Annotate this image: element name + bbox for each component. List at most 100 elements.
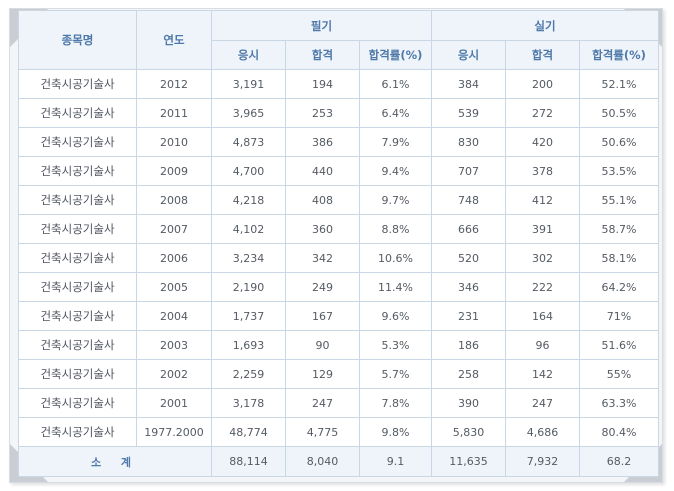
cell-subject: 건축시공기술사 [18, 388, 137, 418]
cell-practical-passed: 200 [505, 69, 580, 99]
total-label: 소 계 [18, 446, 212, 477]
cell-written-passed: 247 [285, 388, 360, 418]
cell-year: 2012 [136, 69, 212, 99]
cell-practical-passed: 164 [505, 301, 580, 331]
header-practical: 실기 [431, 10, 659, 41]
cell-written-applicants: 2,190 [211, 272, 286, 302]
cell-written-applicants: 48,774 [211, 417, 286, 447]
cell-subject: 건축시공기술사 [18, 127, 137, 157]
cell-practical-pass-rate: 58.7% [579, 214, 659, 244]
cell-practical-pass-rate: 55% [579, 359, 659, 389]
cell-practical-pass-rate: 80.4% [579, 417, 659, 447]
table-row: 건축시공기술사 2002 2,259 129 5.7% 258 142 55% [18, 359, 659, 389]
total-practical-pass-rate: 68.2 [579, 446, 659, 477]
cell-written-passed: 386 [285, 127, 360, 157]
cell-practical-pass-rate: 63.3% [579, 388, 659, 418]
total-row: 소 계 88,114 8,040 9.1 11,635 7,932 68.2 [18, 446, 659, 477]
cell-written-passed: 4,775 [285, 417, 360, 447]
table-row: 건축시공기술사 2008 4,218 408 9.7% 748 412 55.1% [18, 185, 659, 215]
cell-year: 2009 [136, 156, 212, 186]
cell-year: 2008 [136, 185, 212, 215]
total-written-applicants: 88,114 [211, 446, 286, 477]
cell-subject: 건축시공기술사 [18, 272, 137, 302]
cell-written-passed: 253 [285, 98, 360, 128]
cell-written-applicants: 4,102 [211, 214, 286, 244]
cell-written-applicants: 4,700 [211, 156, 286, 186]
cell-year: 2004 [136, 301, 212, 331]
header-written-pass-rate: 합격률(%) [359, 40, 432, 70]
table-row: 건축시공기술사 2011 3,965 253 6.4% 539 272 50.5% [18, 98, 659, 128]
cell-practical-pass-rate: 50.5% [579, 98, 659, 128]
cell-subject: 건축시공기술사 [18, 359, 137, 389]
cell-written-pass-rate: 5.7% [359, 359, 432, 389]
header-row-sub: 응시 합격 합격률(%) 응시 합격 합격률(%) [19, 40, 659, 70]
cell-subject: 건축시공기술사 [18, 243, 137, 273]
cell-practical-passed: 420 [505, 127, 580, 157]
exam-statistics-table: 종목명 연도 필기 실기 응시 합격 합격률(%) 응시 합격 합격률(%) 건… [18, 10, 659, 477]
header-written-applicants: 응시 [211, 40, 286, 70]
cell-written-pass-rate: 7.8% [359, 388, 432, 418]
cell-practical-passed: 96 [505, 330, 580, 360]
cell-written-pass-rate: 9.8% [359, 417, 432, 447]
cell-practical-passed: 378 [505, 156, 580, 186]
table-row: 건축시공기술사 2007 4,102 360 8.8% 666 391 58.7% [18, 214, 659, 244]
table-row: 건축시공기술사 2003 1,693 90 5.3% 186 96 51.6% [18, 330, 659, 360]
cell-written-applicants: 3,178 [211, 388, 286, 418]
cell-practical-applicants: 186 [431, 330, 506, 360]
cell-written-pass-rate: 6.4% [359, 98, 432, 128]
table-row: 건축시공기술사 2006 3,234 342 10.6% 520 302 58.1% [18, 243, 659, 273]
cell-practical-applicants: 539 [431, 98, 506, 128]
cell-subject: 건축시공기술사 [18, 417, 137, 447]
cell-written-applicants: 3,191 [211, 69, 286, 99]
cell-year: 1977.2000 [136, 417, 212, 447]
header-practical-passed: 합격 [505, 40, 580, 70]
header-row-group: 종목명 연도 필기 실기 [18, 10, 659, 70]
cell-subject: 건축시공기술사 [18, 214, 137, 244]
header-practical-applicants: 응시 [431, 40, 506, 70]
cell-written-passed: 167 [285, 301, 360, 331]
cell-practical-applicants: 390 [431, 388, 506, 418]
total-written-pass-rate: 9.1 [359, 446, 432, 477]
cell-written-passed: 408 [285, 185, 360, 215]
table-row: 건축시공기술사 2004 1,737 167 9.6% 231 164 71% [18, 301, 659, 331]
cell-written-applicants: 4,873 [211, 127, 286, 157]
header-subject: 종목명 [18, 10, 137, 70]
cell-written-passed: 249 [285, 272, 360, 302]
cell-written-pass-rate: 11.4% [359, 272, 432, 302]
cell-written-applicants: 2,259 [211, 359, 286, 389]
cell-subject: 건축시공기술사 [18, 301, 137, 331]
table-row: 건축시공기술사 2012 3,191 194 6.1% 384 200 52.1% [18, 69, 659, 99]
cell-practical-pass-rate: 50.6% [579, 127, 659, 157]
header-written: 필기 [211, 10, 432, 41]
table-row: 건축시공기술사 2005 2,190 249 11.4% 346 222 64.2% [18, 272, 659, 302]
cell-year: 2006 [136, 243, 212, 273]
cell-practical-pass-rate: 53.5% [579, 156, 659, 186]
table-row: 건축시공기술사 2010 4,873 386 7.9% 830 420 50.6% [18, 127, 659, 157]
cell-written-pass-rate: 9.7% [359, 185, 432, 215]
cell-written-pass-rate: 7.9% [359, 127, 432, 157]
cell-practical-pass-rate: 71% [579, 301, 659, 331]
cell-practical-applicants: 666 [431, 214, 506, 244]
cell-practical-applicants: 231 [431, 301, 506, 331]
cell-written-applicants: 3,965 [211, 98, 286, 128]
cell-practical-applicants: 830 [431, 127, 506, 157]
cell-practical-applicants: 520 [431, 243, 506, 273]
cell-practical-applicants: 707 [431, 156, 506, 186]
header-year: 연도 [136, 10, 212, 70]
cell-practical-passed: 142 [505, 359, 580, 389]
cell-subject: 건축시공기술사 [18, 69, 137, 99]
cell-written-passed: 129 [285, 359, 360, 389]
cell-subject: 건축시공기술사 [18, 156, 137, 186]
cell-practical-pass-rate: 58.1% [579, 243, 659, 273]
cell-practical-passed: 272 [505, 98, 580, 128]
cell-year: 2002 [136, 359, 212, 389]
cell-year: 2010 [136, 127, 212, 157]
cell-year: 2003 [136, 330, 212, 360]
table-row: 건축시공기술사 1977.2000 48,774 4,775 9.8% 5,830 4,68… [18, 417, 659, 447]
cell-subject: 건축시공기술사 [18, 330, 137, 360]
cell-written-pass-rate: 10.6% [359, 243, 432, 273]
cell-practical-passed: 4,686 [505, 417, 580, 447]
cell-written-applicants: 4,218 [211, 185, 286, 215]
cell-written-pass-rate: 9.6% [359, 301, 432, 331]
cell-subject: 건축시공기술사 [18, 185, 137, 215]
